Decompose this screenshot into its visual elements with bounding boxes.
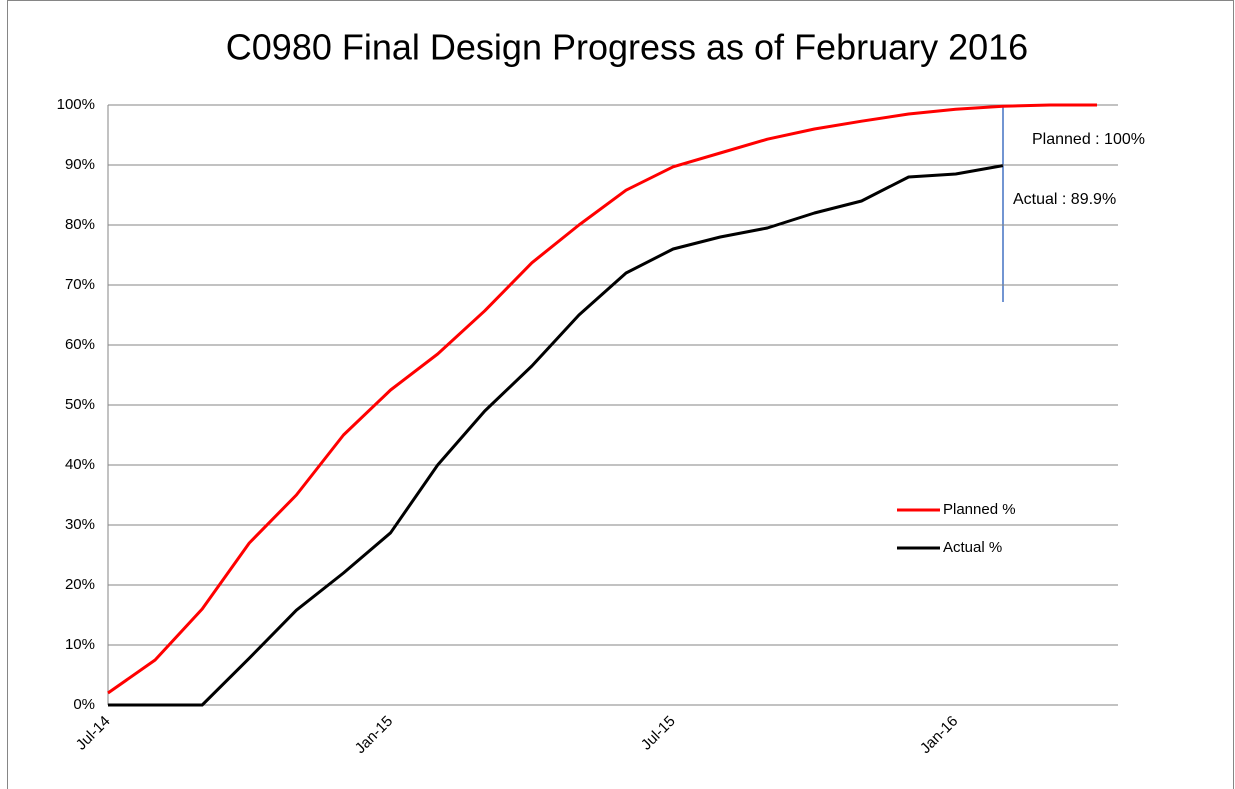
series-line [107,103,1097,695]
x-tick-label: Jul-14 [73,713,114,754]
x-tick-label: Jul-15 [638,713,679,754]
series-line [108,164,1004,707]
y-tick-label: 0% [73,696,95,713]
y-tick-label: 60% [65,336,95,353]
y-tick-label: 10% [65,636,95,653]
y-tick-label: 80% [65,216,95,233]
y-tick-label: 40% [65,456,95,473]
y-tick-label: 100% [57,96,95,113]
legend-label: Actual % [943,539,1002,556]
annotation: Planned : 100% [1032,131,1145,148]
y-tick-label: 90% [65,156,95,173]
y-tick-label: 50% [65,396,95,413]
legend-label: Planned % [943,501,1016,518]
chart-title: C0980 Final Design Progress as of Februa… [226,27,1028,68]
x-tick-label: Jan-15 [352,713,396,757]
annotation: Actual : 89.9% [1013,191,1116,208]
y-tick-label: 30% [65,516,95,533]
y-tick-label: 70% [65,276,95,293]
chart-frame [7,0,1234,789]
y-tick-label: 20% [65,576,95,593]
x-tick-label: Jan-16 [917,713,961,757]
